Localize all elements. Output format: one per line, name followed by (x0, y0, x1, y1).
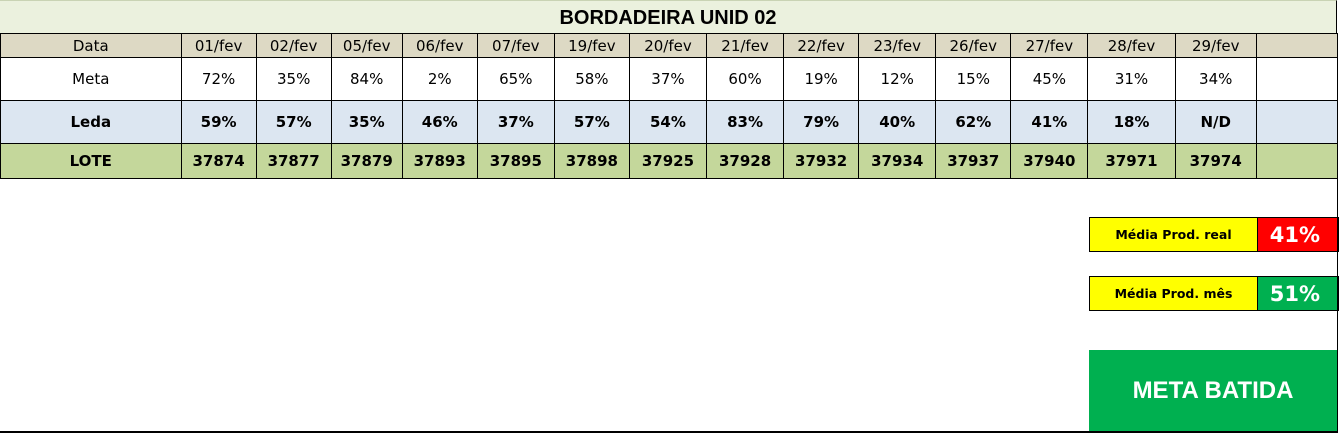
media-prod-mes-label[interactable]: Média Prod. mês (1090, 277, 1258, 310)
meta-cell[interactable]: 12% (858, 57, 937, 101)
empty-cell[interactable] (1255, 100, 1339, 144)
data-cell[interactable]: 19/fev (553, 33, 630, 58)
data-cell[interactable]: 28/fev (1087, 33, 1176, 58)
meta-cell[interactable]: 72% (180, 57, 257, 101)
data-cell[interactable]: 23/fev (858, 33, 937, 58)
lote-cell[interactable]: 37974 (1174, 143, 1257, 179)
empty-cell[interactable] (1255, 33, 1339, 58)
sheet-border-bottom (0, 431, 1338, 433)
leda-cell[interactable]: N/D (1174, 100, 1257, 144)
leda-cell[interactable]: 79% (783, 100, 860, 144)
lote-cell[interactable]: 37879 (330, 143, 403, 179)
leda-cell[interactable]: 62% (935, 100, 1012, 144)
lote-cell[interactable]: 37971 (1087, 143, 1176, 179)
empty-cell[interactable] (1255, 57, 1339, 101)
meta-cell[interactable]: 19% (783, 57, 860, 101)
data-cell[interactable]: 07/fev (476, 33, 555, 58)
row-data: Data 01/fev 02/fev 05/fev 06/fev 07/fev 19/fev… (0, 33, 1339, 58)
data-cell[interactable]: 22/fev (783, 33, 860, 58)
leda-cell[interactable]: 37% (476, 100, 555, 144)
media-prod-real-value[interactable]: 41% (1258, 218, 1338, 251)
meta-cell[interactable]: 58% (553, 57, 630, 101)
sheet-border-right (1337, 33, 1338, 433)
meta-cell[interactable]: 84% (330, 57, 403, 101)
status-banner[interactable]: META BATIDA (1089, 350, 1337, 432)
data-cell[interactable]: 06/fev (401, 33, 478, 58)
lote-cell[interactable]: 37928 (705, 143, 785, 179)
meta-cell[interactable]: 60% (705, 57, 785, 101)
lote-cell[interactable]: 37934 (858, 143, 937, 179)
media-prod-real-label[interactable]: Média Prod. real (1090, 218, 1258, 251)
row-label-leda[interactable]: Leda (0, 100, 182, 144)
lote-cell[interactable]: 37893 (401, 143, 478, 179)
media-prod-real: Média Prod. real 41% (1089, 217, 1339, 252)
row-label-data[interactable]: Data (0, 33, 182, 58)
row-lote: LOTE 37874 37877 37879 37893 37895 37898 37925 3… (0, 143, 1339, 179)
meta-cell[interactable]: 34% (1174, 57, 1257, 101)
leda-cell[interactable]: 40% (858, 100, 937, 144)
data-cell[interactable]: 21/fev (705, 33, 785, 58)
row-leda: Leda 59% 57% 35% 46% 37% 57% 54% 83% 79% 40% 62% 41%… (0, 100, 1339, 144)
media-prod-mes: Média Prod. mês 51% (1089, 276, 1339, 311)
leda-cell[interactable]: 18% (1087, 100, 1176, 144)
lote-cell[interactable]: 37895 (476, 143, 555, 179)
lote-cell[interactable]: 37940 (1010, 143, 1089, 179)
meta-cell[interactable]: 15% (935, 57, 1012, 101)
leda-cell[interactable]: 59% (180, 100, 257, 144)
data-cell[interactable]: 20/fev (628, 33, 708, 58)
leda-cell[interactable]: 57% (255, 100, 332, 144)
leda-cell[interactable]: 54% (628, 100, 708, 144)
data-cell[interactable]: 29/fev (1174, 33, 1257, 58)
lote-cell[interactable]: 37932 (783, 143, 860, 179)
meta-cell[interactable]: 45% (1010, 57, 1089, 101)
data-cell[interactable]: 01/fev (180, 33, 257, 58)
row-label-lote[interactable]: LOTE (0, 143, 182, 179)
data-cell[interactable]: 02/fev (255, 33, 332, 58)
lote-cell[interactable]: 37898 (553, 143, 630, 179)
meta-cell[interactable]: 2% (401, 57, 478, 101)
leda-cell[interactable]: 83% (705, 100, 785, 144)
row-meta: Meta 72% 35% 84% 2% 65% 58% 37% 60% 19% 12% 15% 45% 3… (0, 57, 1339, 101)
lote-cell[interactable]: 37874 (180, 143, 257, 179)
lote-cell[interactable]: 37937 (935, 143, 1012, 179)
data-cell[interactable]: 27/fev (1010, 33, 1089, 58)
leda-cell[interactable]: 46% (401, 100, 478, 144)
empty-cell[interactable] (1255, 143, 1339, 179)
leda-cell[interactable]: 41% (1010, 100, 1089, 144)
media-prod-mes-value[interactable]: 51% (1258, 277, 1338, 310)
meta-cell[interactable]: 35% (255, 57, 332, 101)
leda-cell[interactable]: 57% (553, 100, 630, 144)
sheet-title[interactable]: BORDADEIRA UNID 02 (0, 0, 1337, 33)
meta-cell[interactable]: 65% (476, 57, 555, 101)
row-label-meta[interactable]: Meta (0, 57, 182, 101)
meta-cell[interactable]: 31% (1087, 57, 1176, 101)
data-cell[interactable]: 05/fev (330, 33, 403, 58)
data-cell[interactable]: 26/fev (935, 33, 1012, 58)
lote-cell[interactable]: 37925 (628, 143, 708, 179)
leda-cell[interactable]: 35% (330, 100, 403, 144)
production-table: Data 01/fev 02/fev 05/fev 06/fev 07/fev 19/fev… (0, 33, 1339, 179)
meta-cell[interactable]: 37% (628, 57, 708, 101)
lote-cell[interactable]: 37877 (255, 143, 332, 179)
